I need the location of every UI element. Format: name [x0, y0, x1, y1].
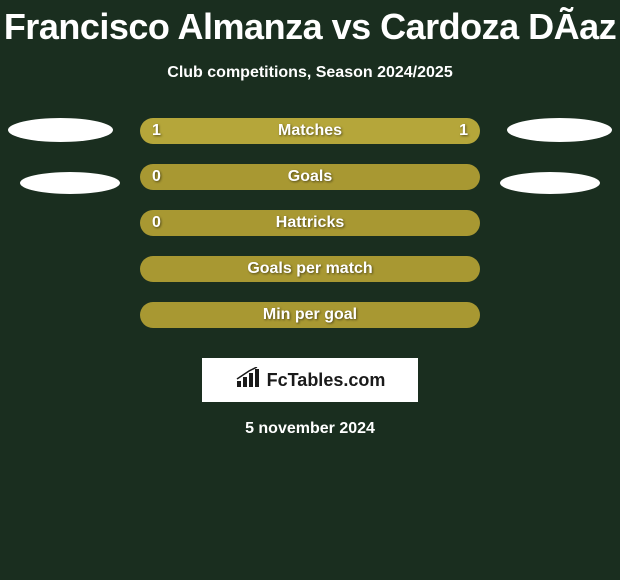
stat-bar-goals: 0 Goals	[140, 164, 480, 190]
stat-row: 0 Goals	[0, 164, 620, 190]
main-container: Francisco Almanza vs Cardoza DÃ­az Club …	[0, 0, 620, 438]
stat-bar-hattricks: 0 Hattricks	[140, 210, 480, 236]
subtitle: Club competitions, Season 2024/2025	[167, 64, 452, 82]
stat-value-right: 1	[459, 122, 468, 140]
logo-content: FcTables.com	[235, 367, 386, 394]
stat-label: Hattricks	[276, 214, 344, 232]
stat-value-left: 0	[152, 214, 161, 232]
stat-value-left: 1	[152, 122, 161, 140]
stat-bar-goals-per-match: Goals per match	[140, 256, 480, 282]
stat-row: 0 Hattricks	[0, 210, 620, 236]
date-text: 5 november 2024	[245, 420, 375, 438]
stat-label: Goals	[288, 168, 332, 186]
page-title: Francisco Almanza vs Cardoza DÃ­az	[4, 6, 616, 48]
logo-text: FcTables.com	[267, 370, 386, 391]
stat-bar-min-per-goal: Min per goal	[140, 302, 480, 328]
stat-label: Goals per match	[247, 260, 372, 278]
stat-label: Min per goal	[263, 306, 357, 324]
stat-row: Min per goal	[0, 302, 620, 328]
stat-bar-matches: 1 Matches 1	[140, 118, 480, 144]
stat-value-left: 0	[152, 168, 161, 186]
stat-row: Goals per match	[0, 256, 620, 282]
stat-label: Matches	[278, 122, 342, 140]
stat-row: 1 Matches 1	[0, 118, 620, 144]
stats-area: 1 Matches 1 0 Goals 0 Hattricks Goals pe…	[0, 118, 620, 348]
logo-box: FcTables.com	[202, 358, 418, 402]
chart-icon	[235, 367, 263, 394]
